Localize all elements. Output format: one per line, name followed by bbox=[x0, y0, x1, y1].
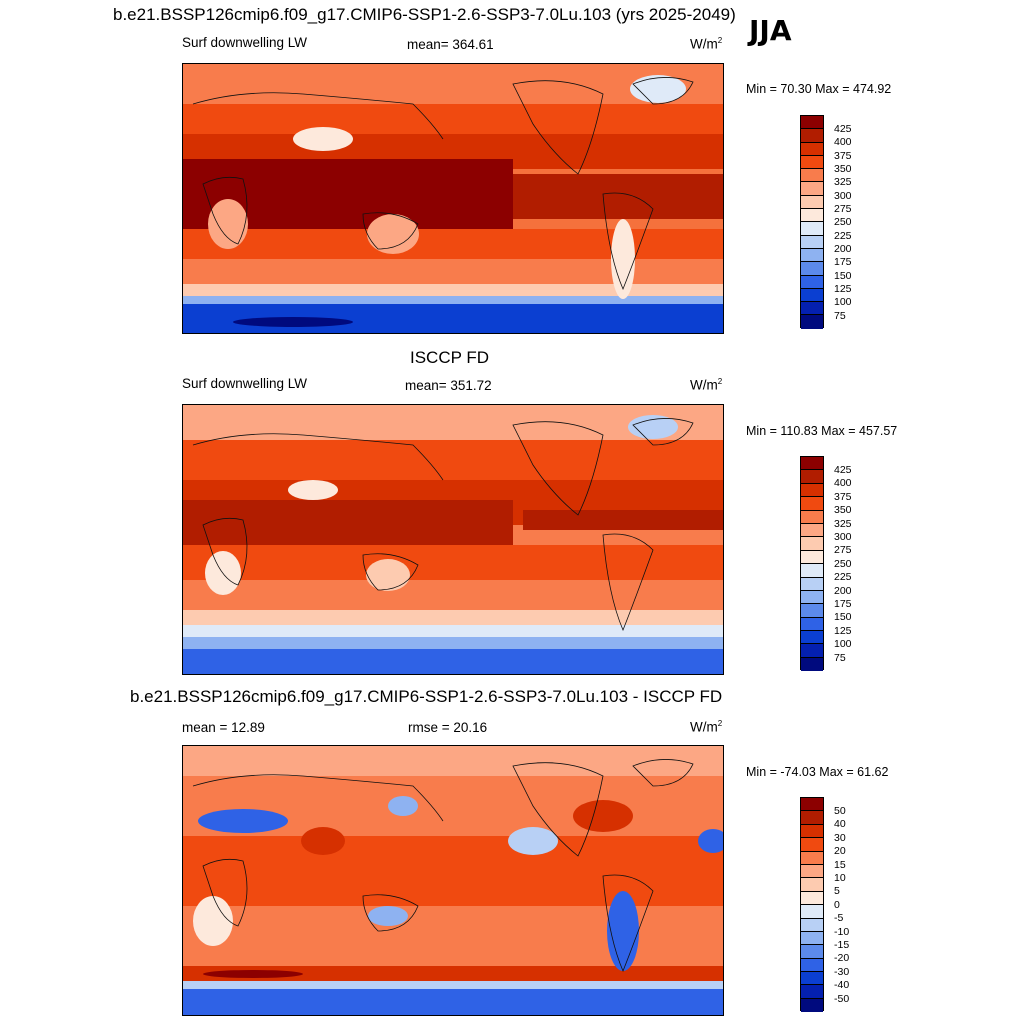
panel2-cbar-label: 150 bbox=[834, 611, 852, 623]
panel3-cbar-label: 5 bbox=[834, 885, 840, 897]
panel1-cbar-label: 175 bbox=[834, 256, 852, 268]
panel3-cbar-label: -10 bbox=[834, 926, 850, 938]
panel1-cbar-label: 75 bbox=[834, 310, 846, 322]
panel2-cbar-label: 125 bbox=[834, 625, 852, 637]
panel1-cbar-label: 400 bbox=[834, 136, 852, 148]
panel1-cbar-label: 275 bbox=[834, 203, 852, 215]
season-label: JJA bbox=[749, 14, 792, 47]
panel2-minmax: Min = 110.83 Max = 457.57 bbox=[746, 424, 898, 438]
panel2-cbar-label: 300 bbox=[834, 531, 852, 543]
panel1-mean-label: mean= 364.61 bbox=[407, 37, 494, 52]
panel1-cbar-label: 100 bbox=[834, 296, 852, 308]
panel3-cbar-label: -20 bbox=[834, 952, 850, 964]
panel1-cbar-label: 350 bbox=[834, 163, 852, 175]
panel2-colorbar bbox=[800, 456, 824, 672]
panel1-cbar-label: 425 bbox=[834, 123, 852, 135]
panel1-cbar-label: 225 bbox=[834, 230, 852, 242]
panel1-cbar-label: 150 bbox=[834, 270, 852, 282]
panel3-cbar-label: 0 bbox=[834, 899, 840, 911]
panel1-cbar-label: 325 bbox=[834, 176, 852, 188]
panel2-cbar-label: 200 bbox=[834, 585, 852, 597]
panel1-variable-label: Surf downwelling LW bbox=[182, 35, 308, 50]
panel1-cbar-label: 300 bbox=[834, 190, 852, 202]
panel3-colorbar bbox=[800, 797, 824, 1013]
panel1-cbar-label: 125 bbox=[834, 283, 852, 295]
panel3-cbar-label: 50 bbox=[834, 805, 846, 817]
panel3-title: b.e21.BSSP126cmip6.f09_g17.CMIP6-SSP1-2.… bbox=[130, 687, 723, 706]
panel3-cbar-label: -5 bbox=[834, 912, 844, 924]
panel1-cbar-label: 250 bbox=[834, 216, 852, 228]
panel2-cbar-label: 325 bbox=[834, 518, 852, 530]
panel2-mean-label: mean= 351.72 bbox=[405, 378, 492, 393]
panel2-cbar-label: 175 bbox=[834, 598, 852, 610]
panel2-cbar-label: 225 bbox=[834, 571, 852, 583]
panel2-variable-label: Surf downwelling LW bbox=[182, 376, 308, 391]
panel2-cbar-label: 100 bbox=[834, 638, 852, 650]
panel3-cbar-label: 40 bbox=[834, 818, 846, 830]
panel1-minmax: Min = 70.30 Max = 474.92 bbox=[746, 82, 892, 96]
panel3-cbar-label: 10 bbox=[834, 872, 846, 884]
panel2-cbar-label: 250 bbox=[834, 558, 852, 570]
panel1-map bbox=[182, 63, 724, 334]
panel3-rmse-label: rmse = 20.16 bbox=[408, 720, 488, 735]
panel3-cbar-label: 20 bbox=[834, 845, 846, 857]
panel1-colorbar bbox=[800, 115, 824, 329]
panel1-cbar-label: 375 bbox=[834, 150, 852, 162]
panel2-cbar-label: 75 bbox=[834, 652, 846, 664]
panel1-title: b.e21.BSSP126cmip6.f09_g17.CMIP6-SSP1-2.… bbox=[113, 5, 736, 24]
panel2-cbar-label: 375 bbox=[834, 491, 852, 503]
panel3-minmax: Min = -74.03 Max = 61.62 bbox=[746, 765, 889, 779]
panel3-cbar-label: -15 bbox=[834, 939, 850, 951]
panel2-cbar-label: 425 bbox=[834, 464, 852, 476]
panel2-map bbox=[182, 404, 724, 675]
panel1-cbar-label: 200 bbox=[834, 243, 852, 255]
panel1-units: W/m2 bbox=[690, 36, 723, 52]
panel2-title: ISCCP FD bbox=[410, 348, 490, 367]
panel3-map bbox=[182, 745, 724, 1016]
panel2-cbar-label: 400 bbox=[834, 477, 852, 489]
panel3-cbar-label: -30 bbox=[834, 966, 850, 978]
panel3-cbar-label: 15 bbox=[834, 859, 846, 871]
panel2-cbar-label: 275 bbox=[834, 544, 852, 556]
panel3-cbar-label: 30 bbox=[834, 832, 846, 844]
panel3-cbar-label: -50 bbox=[834, 993, 850, 1005]
panel2-units: W/m2 bbox=[690, 377, 723, 393]
panel3-cbar-label: -40 bbox=[834, 979, 850, 991]
panel2-cbar-label: 350 bbox=[834, 504, 852, 516]
panel3-units: W/m2 bbox=[690, 719, 723, 735]
panel3-mean-label: mean = 12.89 bbox=[182, 720, 265, 735]
